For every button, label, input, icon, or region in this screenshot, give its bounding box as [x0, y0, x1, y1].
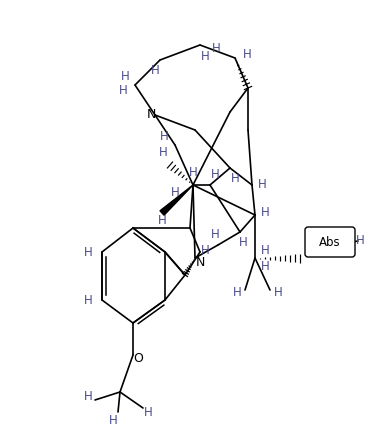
Text: H: H	[212, 42, 220, 55]
Text: N: N	[146, 108, 156, 121]
Text: H: H	[189, 166, 197, 179]
Text: H: H	[261, 244, 269, 257]
Polygon shape	[160, 185, 193, 215]
Text: H: H	[211, 229, 219, 242]
Text: H: H	[233, 286, 241, 299]
Text: H: H	[201, 245, 210, 257]
Text: H: H	[239, 236, 247, 248]
Text: H: H	[159, 145, 168, 158]
Text: H: H	[84, 390, 92, 402]
Text: H: H	[211, 169, 219, 181]
Text: H: H	[120, 70, 129, 84]
Text: H: H	[243, 48, 251, 61]
Text: H: H	[201, 51, 210, 63]
Text: H: H	[84, 293, 92, 306]
Text: H: H	[151, 64, 160, 78]
Text: H: H	[170, 187, 179, 199]
Text: O: O	[133, 351, 143, 365]
FancyBboxPatch shape	[305, 227, 355, 257]
Text: H: H	[109, 414, 118, 426]
Text: N: N	[195, 257, 205, 269]
Text: H: H	[261, 205, 269, 218]
Text: H: H	[119, 85, 127, 97]
Text: H: H	[160, 130, 168, 143]
Text: H: H	[261, 260, 269, 272]
Text: H: H	[258, 178, 266, 191]
Text: H: H	[356, 235, 364, 248]
Text: H: H	[143, 405, 152, 419]
Text: H: H	[158, 214, 166, 227]
Text: H: H	[84, 245, 92, 259]
Text: Abs: Abs	[319, 236, 341, 248]
Text: H: H	[274, 286, 283, 299]
Text: H: H	[231, 172, 239, 184]
